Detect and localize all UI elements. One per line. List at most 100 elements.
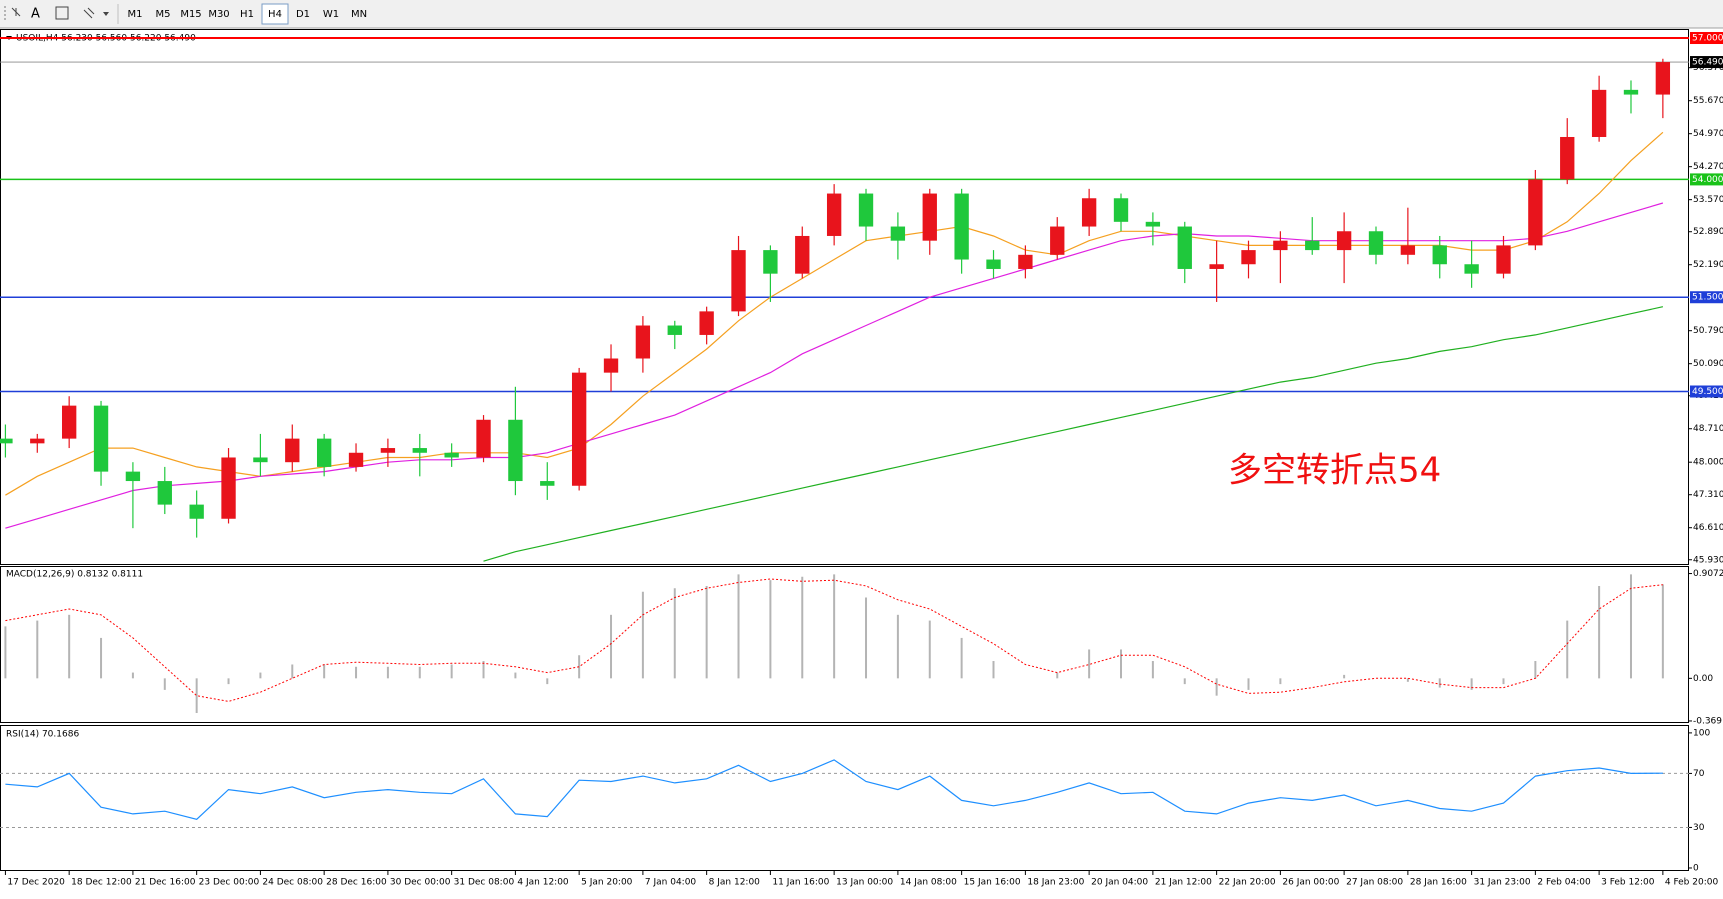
candle-body	[30, 438, 45, 444]
candle-body	[603, 358, 619, 373]
arrow-tool-icon[interactable]	[83, 7, 95, 19]
y-tick-label: 100	[1693, 728, 1710, 738]
y-tick-label: 45.930	[1693, 555, 1723, 565]
candle-body	[1432, 245, 1447, 265]
timeframe-button[interactable]: M30	[208, 9, 229, 20]
candle-body	[1591, 89, 1607, 137]
candle-body	[635, 325, 651, 359]
font-button[interactable]: A	[31, 7, 40, 22]
candle-body	[731, 250, 746, 312]
x-tick-label: 31 Dec 08:00	[454, 878, 515, 888]
timeframe-button[interactable]: H4	[268, 9, 282, 20]
x-tick-label: 27 Jan 08:00	[1346, 878, 1403, 888]
x-tick-label: 30 Dec 00:00	[390, 878, 451, 888]
candle-body	[1305, 240, 1320, 251]
crosshair-icon[interactable]	[11, 7, 21, 17]
x-tick-label: 31 Jan 23:00	[1474, 878, 1531, 888]
candle-body	[348, 452, 364, 467]
x-tick-label: 5 Jan 20:00	[581, 878, 633, 888]
candle-body	[795, 235, 810, 274]
price-tag	[1690, 291, 1723, 304]
timeframe-button[interactable]: M15	[180, 9, 201, 20]
candle-body	[61, 405, 77, 439]
x-tick-label: 7 Jan 04:00	[645, 878, 697, 888]
x-tick-label: 24 Dec 08:00	[262, 878, 323, 888]
candle-body	[253, 457, 268, 463]
timeframe-button[interactable]: H1	[240, 9, 254, 20]
y-tick-label: -0.369	[1693, 716, 1722, 726]
x-tick-label: 21 Dec 16:00	[135, 878, 196, 888]
moving-average	[483, 306, 1664, 562]
timeframe-button[interactable]: M5	[156, 9, 171, 20]
x-tick-label: 21 Jan 12:00	[1155, 878, 1212, 888]
candle-body	[1400, 245, 1416, 255]
y-tick-label: 55.670	[1693, 96, 1723, 106]
y-tick-label: 54.270	[1693, 162, 1723, 172]
y-tick-label: 0.00	[1693, 674, 1713, 684]
x-tick-label: 22 Jan 20:00	[1219, 878, 1276, 888]
price-tag	[1690, 173, 1723, 186]
price-tag	[1690, 32, 1723, 45]
timeframe-button[interactable]: M1	[128, 9, 143, 20]
candle-body	[986, 259, 1001, 269]
x-tick-label: 4 Feb 20:00	[1665, 878, 1719, 888]
candle-body	[380, 448, 396, 453]
price-tag	[1690, 385, 1723, 398]
candle-body	[540, 481, 555, 486]
annotation: 多空转折点54	[1228, 451, 1441, 491]
candle-body	[476, 419, 491, 458]
moving-average	[5, 131, 1664, 496]
candle-body	[125, 471, 141, 482]
x-tick-label: 4 Jan 12:00	[517, 878, 569, 888]
candle-body	[571, 372, 587, 486]
price-tag-label: 51.500	[1692, 293, 1723, 303]
y-tick-label: 47.310	[1693, 490, 1723, 500]
rsi-panel-frame	[0, 725, 1689, 871]
x-tick-label: 11 Jan 16:00	[772, 878, 829, 888]
candle-body	[1560, 136, 1575, 180]
x-tick-label: 28 Dec 16:00	[326, 878, 387, 888]
candle-body	[858, 193, 874, 227]
candle-body	[1241, 250, 1256, 265]
x-tick-label: 23 Dec 00:00	[199, 878, 260, 888]
x-tick-label: 2 Feb 04:00	[1537, 878, 1591, 888]
y-tick-label: 46.610	[1693, 523, 1723, 533]
candle-body	[1113, 198, 1129, 222]
moving-average	[5, 202, 1664, 529]
y-tick-label: 52.190	[1693, 260, 1723, 270]
x-tick-label: 13 Jan 00:00	[836, 878, 893, 888]
macd-panel-frame	[0, 566, 1689, 723]
candle-body	[1655, 62, 1671, 95]
price-tag-label: 49.500	[1692, 387, 1723, 397]
macd-header: MACD(12,26,9) 0.8132 0.8111	[6, 570, 143, 580]
candle-body	[1081, 198, 1097, 227]
x-tick-label: 15 Jan 16:00	[964, 878, 1021, 888]
candle-body	[1273, 240, 1288, 251]
dropdown-icon[interactable]	[103, 12, 109, 16]
x-tick-label: 3 Feb 12:00	[1601, 878, 1655, 888]
candle-body	[316, 438, 332, 467]
timeframe-button[interactable]: W1	[323, 9, 339, 20]
timeframe-button[interactable]: MN	[351, 9, 367, 20]
text-tool-icon[interactable]	[55, 6, 69, 20]
y-tick-label: 50.790	[1693, 326, 1723, 336]
x-tick-label: 8 Jan 12:00	[709, 878, 761, 888]
candle-body	[1464, 264, 1479, 274]
timeframe-button[interactable]: D1	[296, 9, 310, 20]
candle-body	[826, 193, 842, 236]
y-tick-label: 53.570	[1693, 195, 1723, 205]
active-timeframe	[261, 3, 289, 25]
y-tick-label: 48.710	[1693, 424, 1723, 434]
candle-body	[285, 438, 300, 463]
price-tag	[1690, 56, 1723, 69]
candle-body	[1050, 226, 1065, 255]
y-tick-label: 0.9072	[1693, 569, 1723, 579]
x-tick-label: 28 Jan 16:00	[1410, 878, 1467, 888]
y-tick-label: 70	[1693, 769, 1705, 779]
candle-body	[221, 457, 236, 519]
candle-body	[0, 438, 13, 444]
toolbar-icons	[4, 4, 119, 24]
candle-body	[699, 311, 714, 335]
